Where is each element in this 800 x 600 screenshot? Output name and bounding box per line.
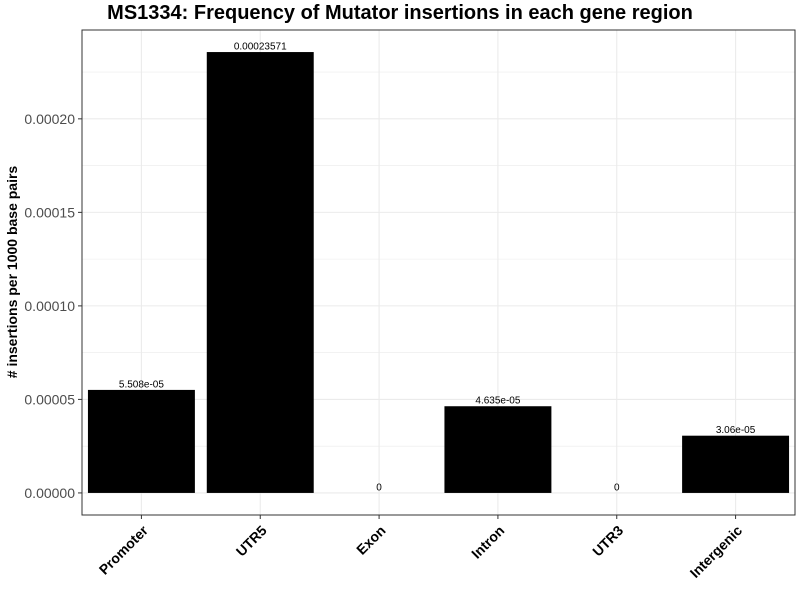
y-axis-label: # insertions per 1000 base pairs <box>4 166 20 379</box>
x-tick-label-utr5: UTR5 <box>233 522 270 559</box>
y-axis: 0.00000 0.00005 0.00010 0.00015 0.00020 <box>24 111 82 501</box>
data-label-intergenic: 3.06e-05 <box>716 425 756 436</box>
data-label-utr5: 0.00023571 <box>234 42 287 53</box>
chart-title: MS1334: Frequency of Mutator insertions … <box>107 2 693 24</box>
data-label-intron: 4.635e-05 <box>475 396 520 407</box>
data-label-promoter: 5.508e-05 <box>119 379 164 390</box>
y-tick-label: 0.00020 <box>24 111 75 127</box>
bar-intergenic <box>682 435 790 493</box>
y-tick-label: 0.00005 <box>24 391 75 407</box>
data-labels: 5.508e-05 0.00023571 0 4.635e-05 0 3.06e-05 <box>119 42 756 494</box>
panel-border <box>81 29 796 516</box>
x-tick-label-exon: Exon <box>353 522 389 558</box>
x-tick-label-intron: Intron <box>468 522 507 561</box>
bar-intron <box>444 406 552 493</box>
bar-promoter <box>87 389 195 493</box>
y-tick-label: 0.00010 <box>24 298 75 314</box>
x-axis: Promoter UTR5 Exon Intron UTR3 Intergenic <box>96 515 746 581</box>
data-label-utr3: 0 <box>614 482 620 493</box>
y-tick-label: 0.00015 <box>24 204 75 220</box>
y-tick-label: 0.00000 <box>24 485 75 501</box>
x-tick-label-promoter: Promoter <box>96 522 152 578</box>
data-label-exon: 0 <box>376 482 382 493</box>
x-tick-label-utr3: UTR3 <box>589 522 626 559</box>
bars <box>87 52 790 493</box>
bar-utr5 <box>206 52 314 493</box>
x-tick-label-intergenic: Intergenic <box>687 522 746 581</box>
minor-gridlines <box>82 71 795 447</box>
